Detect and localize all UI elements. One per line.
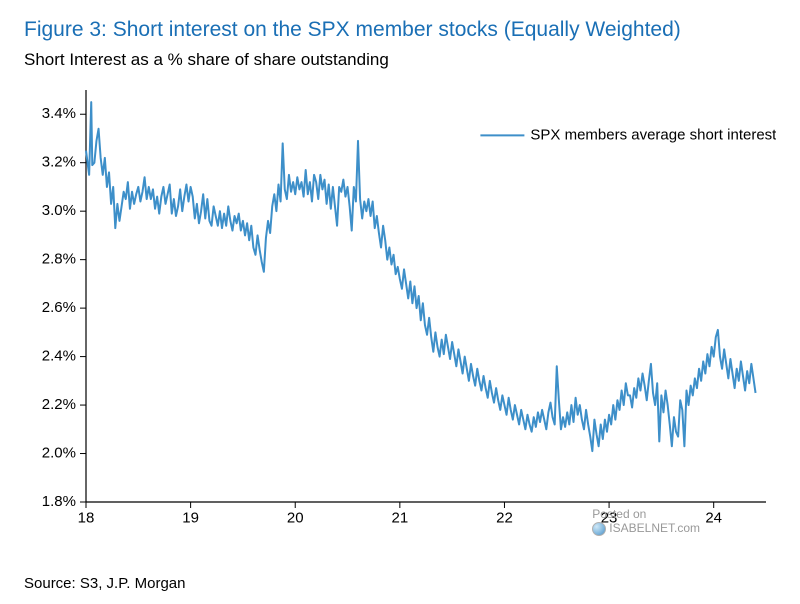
svg-text:20: 20: [287, 509, 304, 526]
svg-text:1.8%: 1.8%: [42, 493, 76, 510]
svg-text:3.4%: 3.4%: [42, 105, 76, 122]
watermark: Posted on ISABELNET.com: [592, 508, 700, 536]
figure-label: Figure 3: [24, 18, 101, 41]
figure-subtitle: Short Interest as a % share of share out…: [24, 50, 776, 70]
svg-text:19: 19: [182, 509, 199, 526]
svg-text:2.0%: 2.0%: [42, 444, 76, 461]
svg-text:24: 24: [705, 509, 722, 526]
svg-text:3.2%: 3.2%: [42, 154, 76, 171]
svg-text:3.0%: 3.0%: [42, 202, 76, 219]
watermark-posted: Posted on: [592, 508, 700, 522]
globe-icon: [592, 522, 606, 536]
figure-title-text: Short interest on the SPX member stocks …: [113, 18, 681, 41]
chart-svg: 1.8% 2.0% 2.2% 2.4% 2.6% 2.8% 3.0% 3.2% 3.4% 18 19…: [24, 76, 776, 536]
svg-text:21: 21: [392, 509, 409, 526]
svg-text:2.2%: 2.2%: [42, 396, 76, 413]
source-text: Source: S3, J.P. Morgan: [24, 575, 185, 592]
series-line: [86, 102, 756, 451]
legend-label: SPX members average short interest: [530, 126, 776, 143]
svg-text:22: 22: [496, 509, 513, 526]
svg-text:2.4%: 2.4%: [42, 348, 76, 365]
figure-title: Figure 3: Short interest on the SPX memb…: [24, 18, 776, 42]
svg-text:2.8%: 2.8%: [42, 251, 76, 268]
watermark-site: ISABELNET.com: [609, 522, 700, 536]
svg-text:18: 18: [78, 509, 95, 526]
figure-title-sep: :: [101, 18, 113, 41]
svg-text:2.6%: 2.6%: [42, 299, 76, 316]
chart-area: 1.8% 2.0% 2.2% 2.4% 2.6% 2.8% 3.0% 3.2% 3.4% 18 19…: [24, 76, 776, 536]
